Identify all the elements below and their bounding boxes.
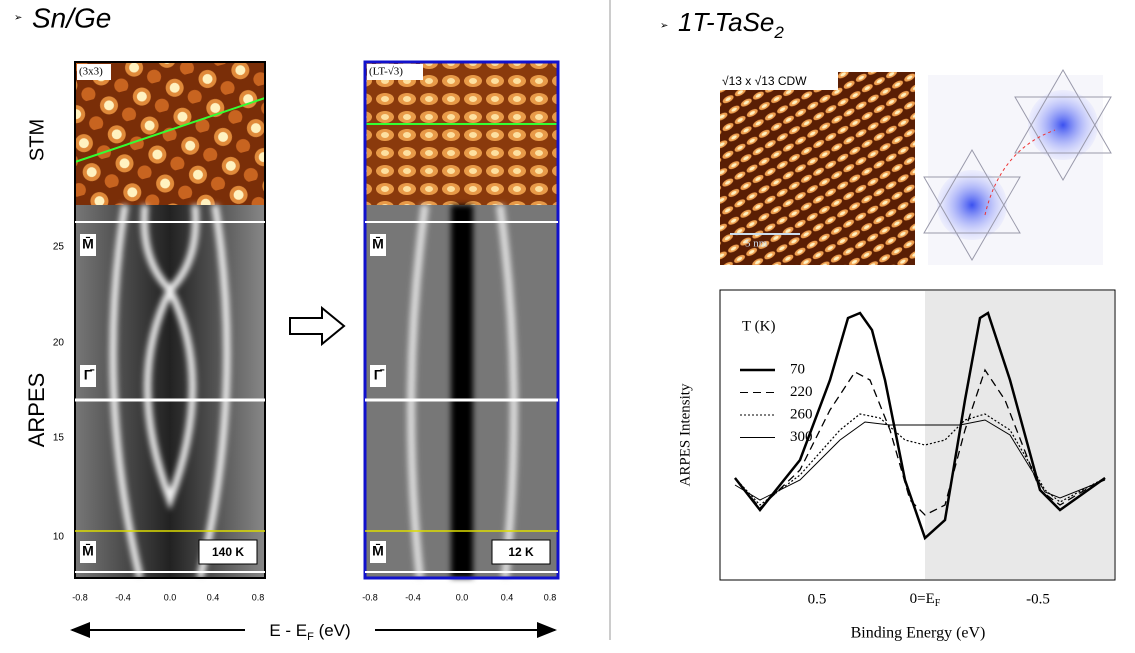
label-bg bbox=[77, 64, 111, 80]
x-tick-label: -0.4 bbox=[405, 592, 421, 602]
label-bg bbox=[720, 72, 838, 90]
y-tick-label: 10 bbox=[53, 532, 65, 543]
x-tick-label: -0.8 bbox=[72, 592, 88, 602]
legend-label: 260 bbox=[790, 406, 813, 422]
x-axis-label: E - EF (eV) bbox=[269, 621, 350, 642]
shaded-region bbox=[925, 291, 1114, 579]
bands bbox=[407, 204, 518, 579]
tick-sub: F bbox=[935, 598, 941, 609]
x-tick-label: 0.4 bbox=[207, 592, 220, 602]
x-tick-label: 0.0 bbox=[164, 592, 177, 602]
label-bg bbox=[370, 541, 386, 563]
point-label: M̄ bbox=[372, 542, 384, 559]
x-tick-label: 0.0 bbox=[456, 592, 469, 602]
label-bg bbox=[80, 365, 96, 387]
stm-image bbox=[75, 62, 265, 205]
x-tick-label: 0.4 bbox=[501, 592, 514, 602]
section-title: 1T-TaSe2 bbox=[678, 7, 784, 43]
y-tick-label: 15 bbox=[53, 433, 65, 444]
x-tick-label: 0.8 bbox=[544, 592, 557, 602]
legend-label: 70 bbox=[790, 361, 805, 377]
point-label: Γ̄ bbox=[374, 367, 385, 383]
section-title: Sn/Ge bbox=[32, 2, 111, 33]
label-bg bbox=[370, 365, 386, 387]
row-label: ARPES bbox=[24, 373, 49, 448]
stm-image bbox=[365, 62, 558, 205]
x-tick-label: -0.8 bbox=[362, 592, 378, 602]
bands bbox=[109, 204, 231, 579]
legend-title: T (K) bbox=[742, 318, 775, 334]
star-diagram bbox=[923, 69, 1112, 261]
row-label: STM bbox=[26, 119, 48, 161]
scale-label: 5 nm bbox=[745, 238, 768, 250]
label-bg bbox=[80, 234, 96, 256]
label-bg bbox=[80, 541, 96, 563]
y-tick-label: 20 bbox=[53, 338, 65, 349]
tick-part: 0=E bbox=[910, 591, 935, 607]
label-bg bbox=[198, 539, 258, 565]
label-bg bbox=[491, 539, 551, 565]
y-tick-label: 25 bbox=[53, 242, 65, 253]
point-label: M̄ bbox=[372, 235, 384, 252]
legend-label: 220 bbox=[790, 384, 813, 400]
x-tick-label: 0.8 bbox=[252, 592, 265, 602]
stm-image bbox=[720, 72, 915, 265]
label-part: (eV) bbox=[314, 621, 351, 640]
temp-label: 12 K bbox=[508, 545, 534, 559]
label-sub: F bbox=[307, 631, 314, 643]
x-tick-label: -0.4 bbox=[115, 592, 131, 602]
legend-label: 300 bbox=[790, 429, 813, 445]
panel-frame bbox=[74, 61, 266, 579]
label-bg bbox=[370, 234, 386, 256]
bullet: ➢ bbox=[660, 21, 668, 32]
cut-line bbox=[74, 97, 266, 163]
label-part: E - E bbox=[269, 621, 307, 640]
arrow bbox=[289, 305, 346, 347]
stm-label: √13 x √13 CDW bbox=[722, 74, 807, 88]
label-bg bbox=[245, 618, 375, 644]
spectra bbox=[734, 311, 1106, 541]
label-bg bbox=[367, 64, 423, 80]
point-label: Γ̄ bbox=[84, 367, 95, 383]
title-part: 1T-TaSe bbox=[678, 7, 774, 37]
title-sub: 2 bbox=[773, 23, 784, 42]
x-tick-label: 0.5 bbox=[808, 591, 827, 607]
point-label: M̄ bbox=[82, 542, 94, 559]
x-axis-label: Binding Energy (eV) bbox=[851, 625, 986, 642]
panel-frame bbox=[363, 60, 560, 580]
x-tick-label: 0=EF bbox=[910, 591, 941, 609]
x-tick-label: -0.5 bbox=[1026, 591, 1050, 607]
bullet: ➢ bbox=[14, 13, 22, 24]
stm-label: (LT-√3) bbox=[369, 66, 403, 78]
point-label: M̄ bbox=[82, 235, 94, 252]
y-axis-label: ARPES Intensity bbox=[677, 383, 693, 486]
stm-label: (3x3) bbox=[79, 66, 103, 78]
arpes-image bbox=[75, 205, 265, 578]
temp-label: 140 K bbox=[212, 545, 244, 559]
